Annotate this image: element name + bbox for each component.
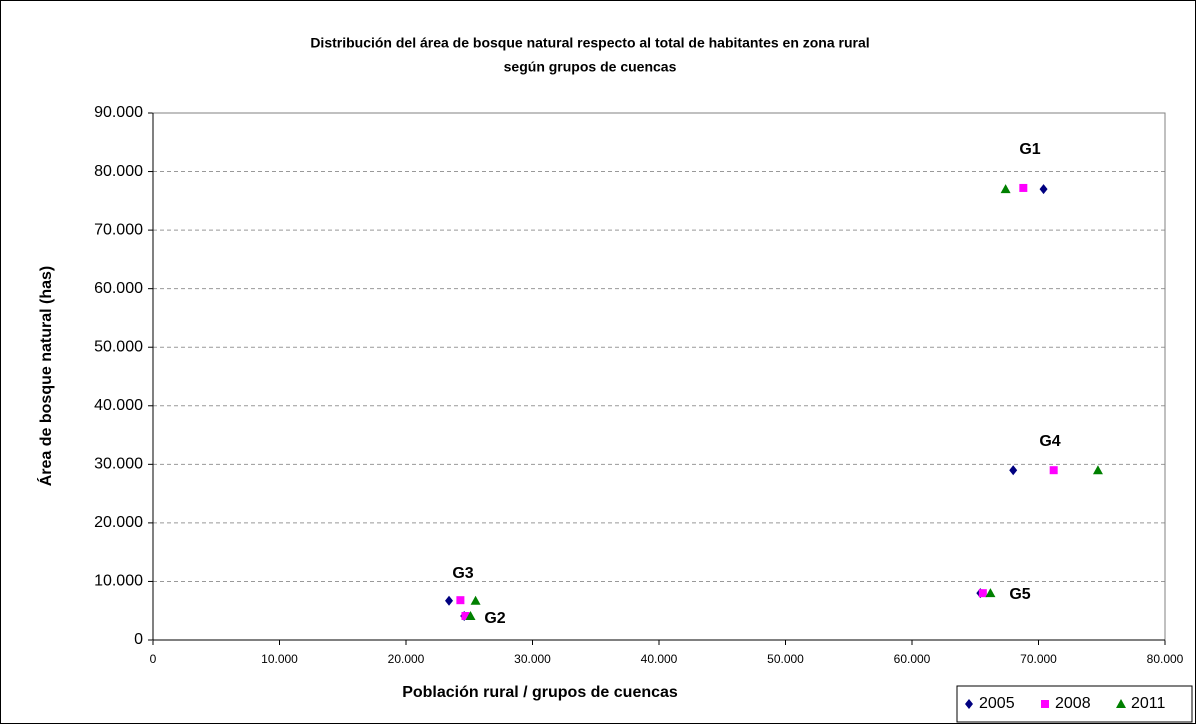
point [1039,184,1048,195]
legend-label: 2008 [1055,695,1091,712]
annotation: G5 [1009,586,1030,603]
y-tick-label: 70.000 [94,221,143,238]
x-axis-title: Población rural / grupos de cuencas [402,684,678,701]
point [445,595,454,606]
point [456,596,465,605]
x-tick-label: 20.000 [388,652,425,666]
x-tick-label: 30.000 [514,652,551,666]
y-tick-label: 90.000 [94,104,143,121]
y-tick-label: 40.000 [94,397,143,414]
y-tick-label: 60.000 [94,280,143,297]
y-tick-label: 20.000 [94,514,143,531]
y-tick-label: 30.000 [94,456,143,473]
chart-title: según grupos de cuencas [504,59,677,75]
annotation: G4 [1039,433,1060,450]
point [1049,466,1058,475]
y-axis-title: Área de bosque natural (has) [36,266,55,487]
y-tick-label: 50.000 [94,338,143,355]
annotation: G1 [1019,141,1040,158]
x-tick-label: 80.000 [1147,652,1184,666]
point [1000,184,1011,194]
x-tick-label: 0 [150,652,157,666]
point [1092,465,1103,475]
point [465,610,476,620]
legend-label: 2005 [979,695,1015,712]
point [1019,183,1028,192]
y-tick-label: 80.000 [94,163,143,180]
point [470,595,481,605]
point [1009,465,1018,476]
x-tick-label: 60.000 [894,652,931,666]
x-tick-label: 40.000 [641,652,678,666]
legend-marker [1116,699,1126,708]
x-tick-label: 10.000 [261,652,298,666]
y-tick-label: 10.000 [94,573,143,590]
legend-box [956,685,1193,723]
x-tick-label: 50.000 [767,652,804,666]
legend-label: 2011 [1131,695,1166,712]
legend-marker [1041,700,1049,708]
annotation: G2 [484,610,505,627]
y-tick-label: 0 [134,631,143,648]
point [985,588,996,598]
annotation: G3 [452,565,473,582]
point [461,611,470,620]
x-tick-label: 70.000 [1020,652,1057,666]
chart-title: Distribución del área de bosque natural … [310,35,869,51]
legend-marker [965,699,973,709]
point [978,589,987,598]
